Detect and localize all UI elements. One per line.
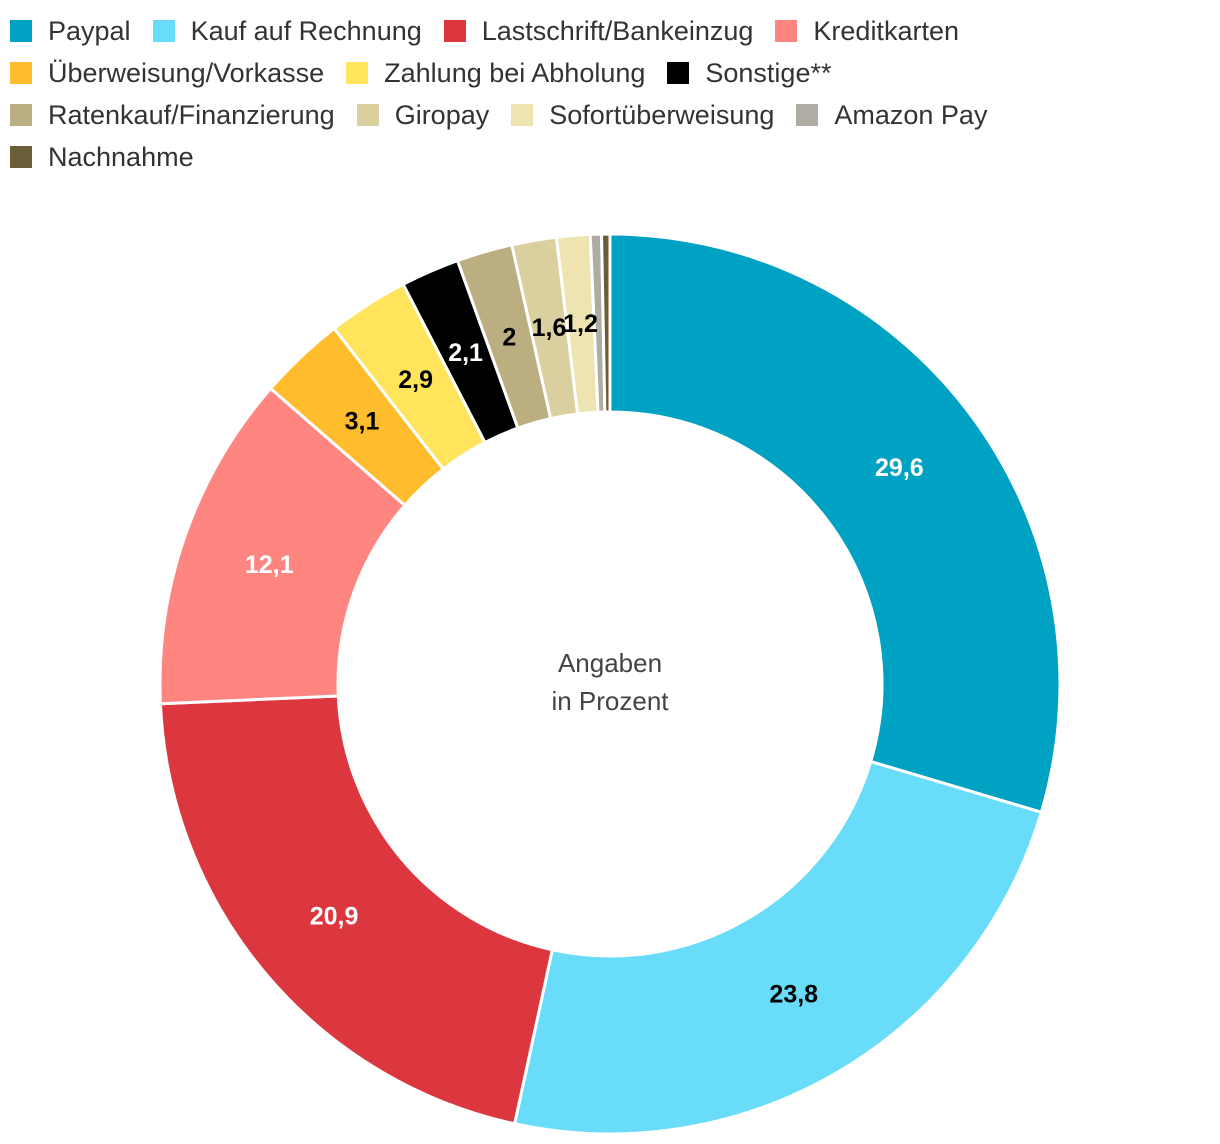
legend-swatch — [10, 146, 32, 168]
legend-swatch — [443, 20, 466, 42]
legend-label: Sonstige** — [705, 57, 832, 88]
slice-label-3: 12,1 — [245, 551, 294, 579]
slice-label-7: 2 — [502, 323, 516, 351]
slice-label-4: 3,1 — [345, 408, 380, 436]
legend-swatch — [10, 62, 32, 84]
slice-11[interactable] — [599, 232, 612, 414]
legend-item-giropay[interactable]: Giropay — [356, 99, 490, 131]
legend-label: Ratenkauf/Finanzierung — [48, 99, 335, 130]
slice-label-1: 23,8 — [769, 981, 818, 1009]
legend-item-kreditkarten[interactable]: Kreditkarten — [775, 16, 959, 47]
legend-item-lastschrift[interactable]: Lastschrift/Bankeinzug — [443, 15, 754, 47]
slice-2[interactable] — [158, 694, 555, 1126]
legend-swatch — [775, 20, 798, 42]
legend-label: Giropay — [394, 99, 490, 130]
legend-label: Amazon Pay — [834, 99, 988, 130]
legend-label: Paypal — [48, 15, 131, 46]
slice-label-0: 29,6 — [875, 454, 924, 482]
legend-label: Sofortüberweisung — [549, 99, 775, 130]
legend-swatch — [10, 20, 32, 42]
legend-row: Überweisung/Vorkasse Zahlung bei Abholun… — [10, 52, 1190, 94]
center-label-line-1: Angaben — [558, 648, 662, 678]
legend-swatch — [511, 104, 534, 126]
slice-label-8: 1,6 — [532, 314, 567, 342]
legend-item-nachnahme[interactable]: Nachnahme — [10, 142, 194, 173]
legend-item-sonstige[interactable]: Sonstige** — [667, 58, 831, 89]
legend-swatch — [356, 104, 379, 126]
legend-swatch — [667, 62, 690, 84]
legend-item-sofortueberweisung[interactable]: Sofortüberweisung — [511, 100, 774, 131]
slice-1[interactable] — [512, 759, 1044, 1136]
legend-label: Zahlung bei Abholung — [384, 57, 646, 88]
legend-item-amazon-pay[interactable]: Amazon Pay — [796, 100, 987, 131]
legend-item-ratenkauf[interactable]: Ratenkauf/Finanzierung — [10, 100, 335, 131]
slice-label-2: 20,9 — [310, 903, 359, 931]
legend-swatch — [346, 62, 369, 84]
legend-label: Überweisung/Vorkasse — [48, 57, 325, 88]
center-label-line-2: in Prozent — [551, 686, 669, 716]
slice-label-9: 1,2 — [563, 310, 598, 338]
legend-label: Lastschrift/Bankeinzug — [481, 15, 754, 46]
slice-label-5: 2,9 — [398, 366, 433, 394]
legend-row: Nachnahme — [10, 136, 1190, 178]
legend-item-zahlung-bei-abholung[interactable]: Zahlung bei Abholung — [346, 58, 645, 89]
slice-labels: 29,6 23,8 20,9 12,1 3,1 2,9 2,1 2 1,61,2 — [245, 310, 924, 1009]
legend-swatch — [10, 104, 32, 126]
slice-label-6: 2,1 — [448, 339, 483, 367]
legend-item-ueberweisung-vorkasse[interactable]: Überweisung/Vorkasse — [10, 58, 324, 89]
legend-row: Ratenkauf/Finanzierung Giropay Sofortübe… — [10, 94, 1190, 136]
legend-item-kauf-auf-rechnung[interactable]: Kauf auf Rechnung — [152, 15, 422, 47]
legend-swatch — [796, 104, 819, 126]
legend-swatch — [152, 20, 175, 42]
legend-label: Nachnahme — [48, 141, 194, 172]
legend-label: Kreditkarten — [813, 15, 959, 46]
legend-row: Paypal Kauf auf Rechnung Lastschrift/Ban… — [10, 10, 1190, 52]
donut-slices — [158, 232, 1062, 1136]
legend-item-paypal[interactable]: Paypal — [10, 16, 131, 47]
legend: Paypal Kauf auf Rechnung Lastschrift/Ban… — [10, 10, 1190, 178]
legend-label: Kauf auf Rechnung — [190, 15, 422, 46]
slice-0[interactable] — [608, 232, 1062, 815]
